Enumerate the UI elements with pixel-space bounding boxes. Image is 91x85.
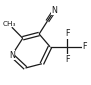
Text: CH₃: CH₃ bbox=[2, 21, 16, 27]
Text: F: F bbox=[82, 42, 87, 51]
Text: F: F bbox=[65, 55, 70, 64]
Text: N: N bbox=[9, 51, 15, 60]
Text: F: F bbox=[65, 29, 70, 39]
Text: N: N bbox=[52, 6, 58, 15]
